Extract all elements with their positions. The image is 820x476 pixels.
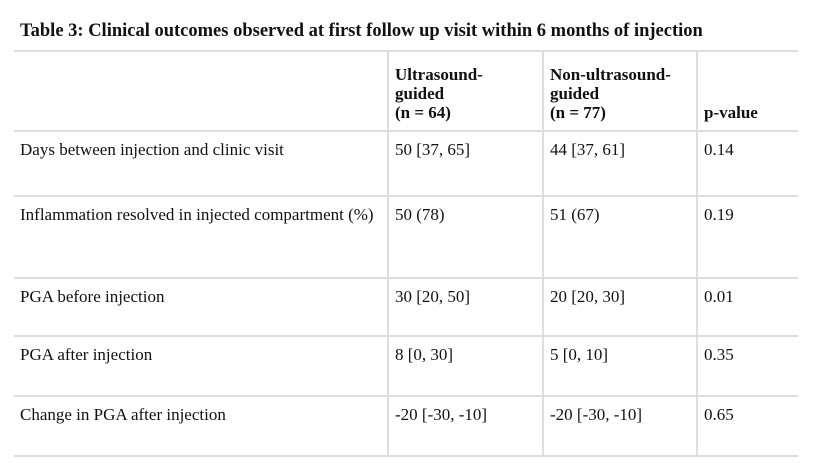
table-row: Days between injection and clinic visit 5…: [14, 130, 798, 197]
table-cell: 30 [20, 50]: [387, 277, 543, 337]
table-cell: 0.65: [696, 395, 798, 457]
table-cell: Inflammation resolved in injected compar…: [14, 195, 388, 279]
header-cell: [14, 50, 388, 132]
table: Ultrasound- guided (n = 64) Non-ultrasoun…: [14, 50, 798, 457]
table-cell: 44 [37, 61]: [542, 130, 697, 197]
table-cell: PGA before injection: [14, 277, 388, 337]
table-cell: 5 [0, 10]: [542, 335, 697, 397]
table-row: Inflammation resolved in injected compar…: [14, 195, 798, 279]
table-cell: Change in PGA after injection: [14, 395, 388, 457]
header-cell: Ultrasound- guided (n = 64): [387, 50, 543, 132]
header-row: Ultrasound- guided (n = 64) Non-ultrasoun…: [14, 50, 798, 132]
table-cell: 8 [0, 30]: [387, 335, 543, 397]
table-cell: 0.01: [696, 277, 798, 337]
table-cell: PGA after injection: [14, 335, 388, 397]
table-cell: -20 [-30, -10]: [387, 395, 543, 457]
table-cell: 50 (78): [387, 195, 543, 279]
table-cell: -20 [-30, -10]: [542, 395, 697, 457]
table-body: Days between injection and clinic visit 5…: [14, 130, 798, 457]
table-cell: 0.35: [696, 335, 798, 397]
table-row: Change in PGA after injection -20 [-30, -…: [14, 395, 798, 457]
table-cell: Days between injection and clinic visit: [14, 130, 388, 197]
table-row: PGA after injection 8 [0, 30] 5 [0, 10] 0.3…: [14, 335, 798, 397]
header-cell: Non-ultrasound- guided (n = 77): [542, 50, 697, 132]
header-cell: p-value: [696, 50, 798, 132]
table-cell: 50 [37, 65]: [387, 130, 543, 197]
table-cell: 0.14: [696, 130, 798, 197]
table-cell: 20 [20, 30]: [542, 277, 697, 337]
table-title: Table 3: Clinical outcomes observed at f…: [20, 21, 703, 41]
table-row: PGA before injection 30 [20, 50] 20 [20, 3…: [14, 277, 798, 337]
table-cell: 51 (67): [542, 195, 697, 279]
table-cell: 0.19: [696, 195, 798, 279]
